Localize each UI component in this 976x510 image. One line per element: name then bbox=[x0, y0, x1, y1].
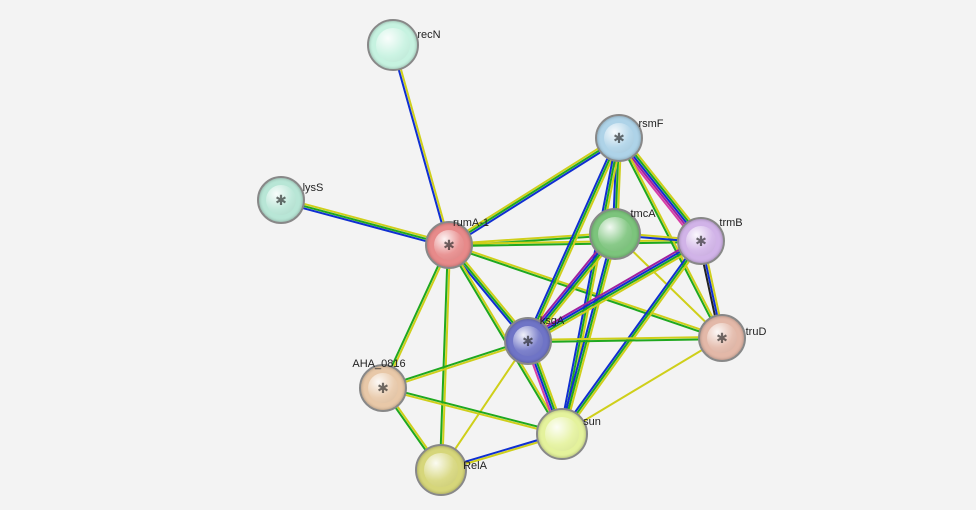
node-structure-icon: ✱ bbox=[513, 326, 544, 357]
edge-recN-rumA1 bbox=[399, 70, 442, 222]
edge-rsmF-trmB bbox=[634, 157, 686, 222]
node-structure-icon: ✱ bbox=[686, 226, 717, 257]
node-structure-icon: ✱ bbox=[604, 123, 635, 154]
edge-AHA_0816-RelA bbox=[398, 407, 427, 448]
node-truD[interactable]: ✱ bbox=[698, 314, 746, 362]
edge-ksgA-AHA_0816 bbox=[406, 349, 505, 381]
edge-rumA1-AHA_0816 bbox=[394, 267, 440, 366]
node-trmB[interactable]: ✱ bbox=[677, 217, 725, 265]
edge-ksgA-AHA_0816 bbox=[405, 347, 504, 379]
structure-glyph: ✱ bbox=[377, 381, 389, 395]
structure-glyph: ✱ bbox=[443, 238, 455, 252]
edge-rumA1-ksgA bbox=[463, 265, 511, 324]
node-structure-icon: ✱ bbox=[707, 323, 738, 354]
node-RelA[interactable] bbox=[415, 444, 467, 496]
edge-sun-truD bbox=[584, 350, 701, 420]
node-structure-icon: ✱ bbox=[368, 373, 399, 404]
edge-recN-rumA1 bbox=[401, 70, 444, 222]
structure-glyph: ✱ bbox=[522, 334, 534, 348]
structure-glyph: ✱ bbox=[695, 234, 707, 248]
edge-lysS-rumA1 bbox=[304, 208, 426, 241]
node-sun[interactable] bbox=[536, 408, 588, 460]
edge-ksgA-sun bbox=[537, 363, 554, 409]
node-ksgA[interactable]: ✱ bbox=[504, 317, 552, 365]
node-tmcA[interactable] bbox=[589, 208, 641, 260]
node-structure-icon bbox=[376, 28, 410, 62]
node-structure-icon bbox=[545, 417, 579, 451]
node-AHA_0816[interactable]: ✱ bbox=[359, 364, 407, 412]
node-structure-icon bbox=[598, 217, 632, 251]
structure-glyph: ✱ bbox=[275, 193, 287, 207]
edge-sun-RelA bbox=[466, 442, 537, 463]
edge-sun-RelA bbox=[466, 440, 537, 461]
structure-glyph: ✱ bbox=[716, 331, 728, 345]
edge-sun-AHA_0816 bbox=[407, 393, 538, 427]
edge-lysS-rumA1 bbox=[304, 206, 426, 239]
edge-rumA1-rsmF bbox=[468, 149, 597, 230]
edge-layer bbox=[0, 0, 976, 510]
node-structure-icon bbox=[424, 453, 458, 487]
node-structure-icon: ✱ bbox=[434, 230, 465, 261]
structure-glyph: ✱ bbox=[613, 131, 625, 145]
edge-lysS-rumA1 bbox=[305, 204, 427, 237]
node-structure-icon: ✱ bbox=[266, 185, 297, 216]
node-rsmF[interactable]: ✱ bbox=[595, 114, 643, 162]
node-lysS[interactable]: ✱ bbox=[257, 176, 305, 224]
edge-AHA_0816-RelA bbox=[396, 408, 425, 449]
edge-ksgA-RelA bbox=[456, 361, 515, 449]
node-recN[interactable] bbox=[367, 19, 419, 71]
edge-rumA1-AHA_0816 bbox=[392, 266, 438, 365]
network-diagram: recN✱lysS✱rumA-1✱rsmFtmcA✱trmB✱truD✱ksgA… bbox=[0, 0, 976, 510]
node-rumA1[interactable]: ✱ bbox=[425, 221, 473, 269]
